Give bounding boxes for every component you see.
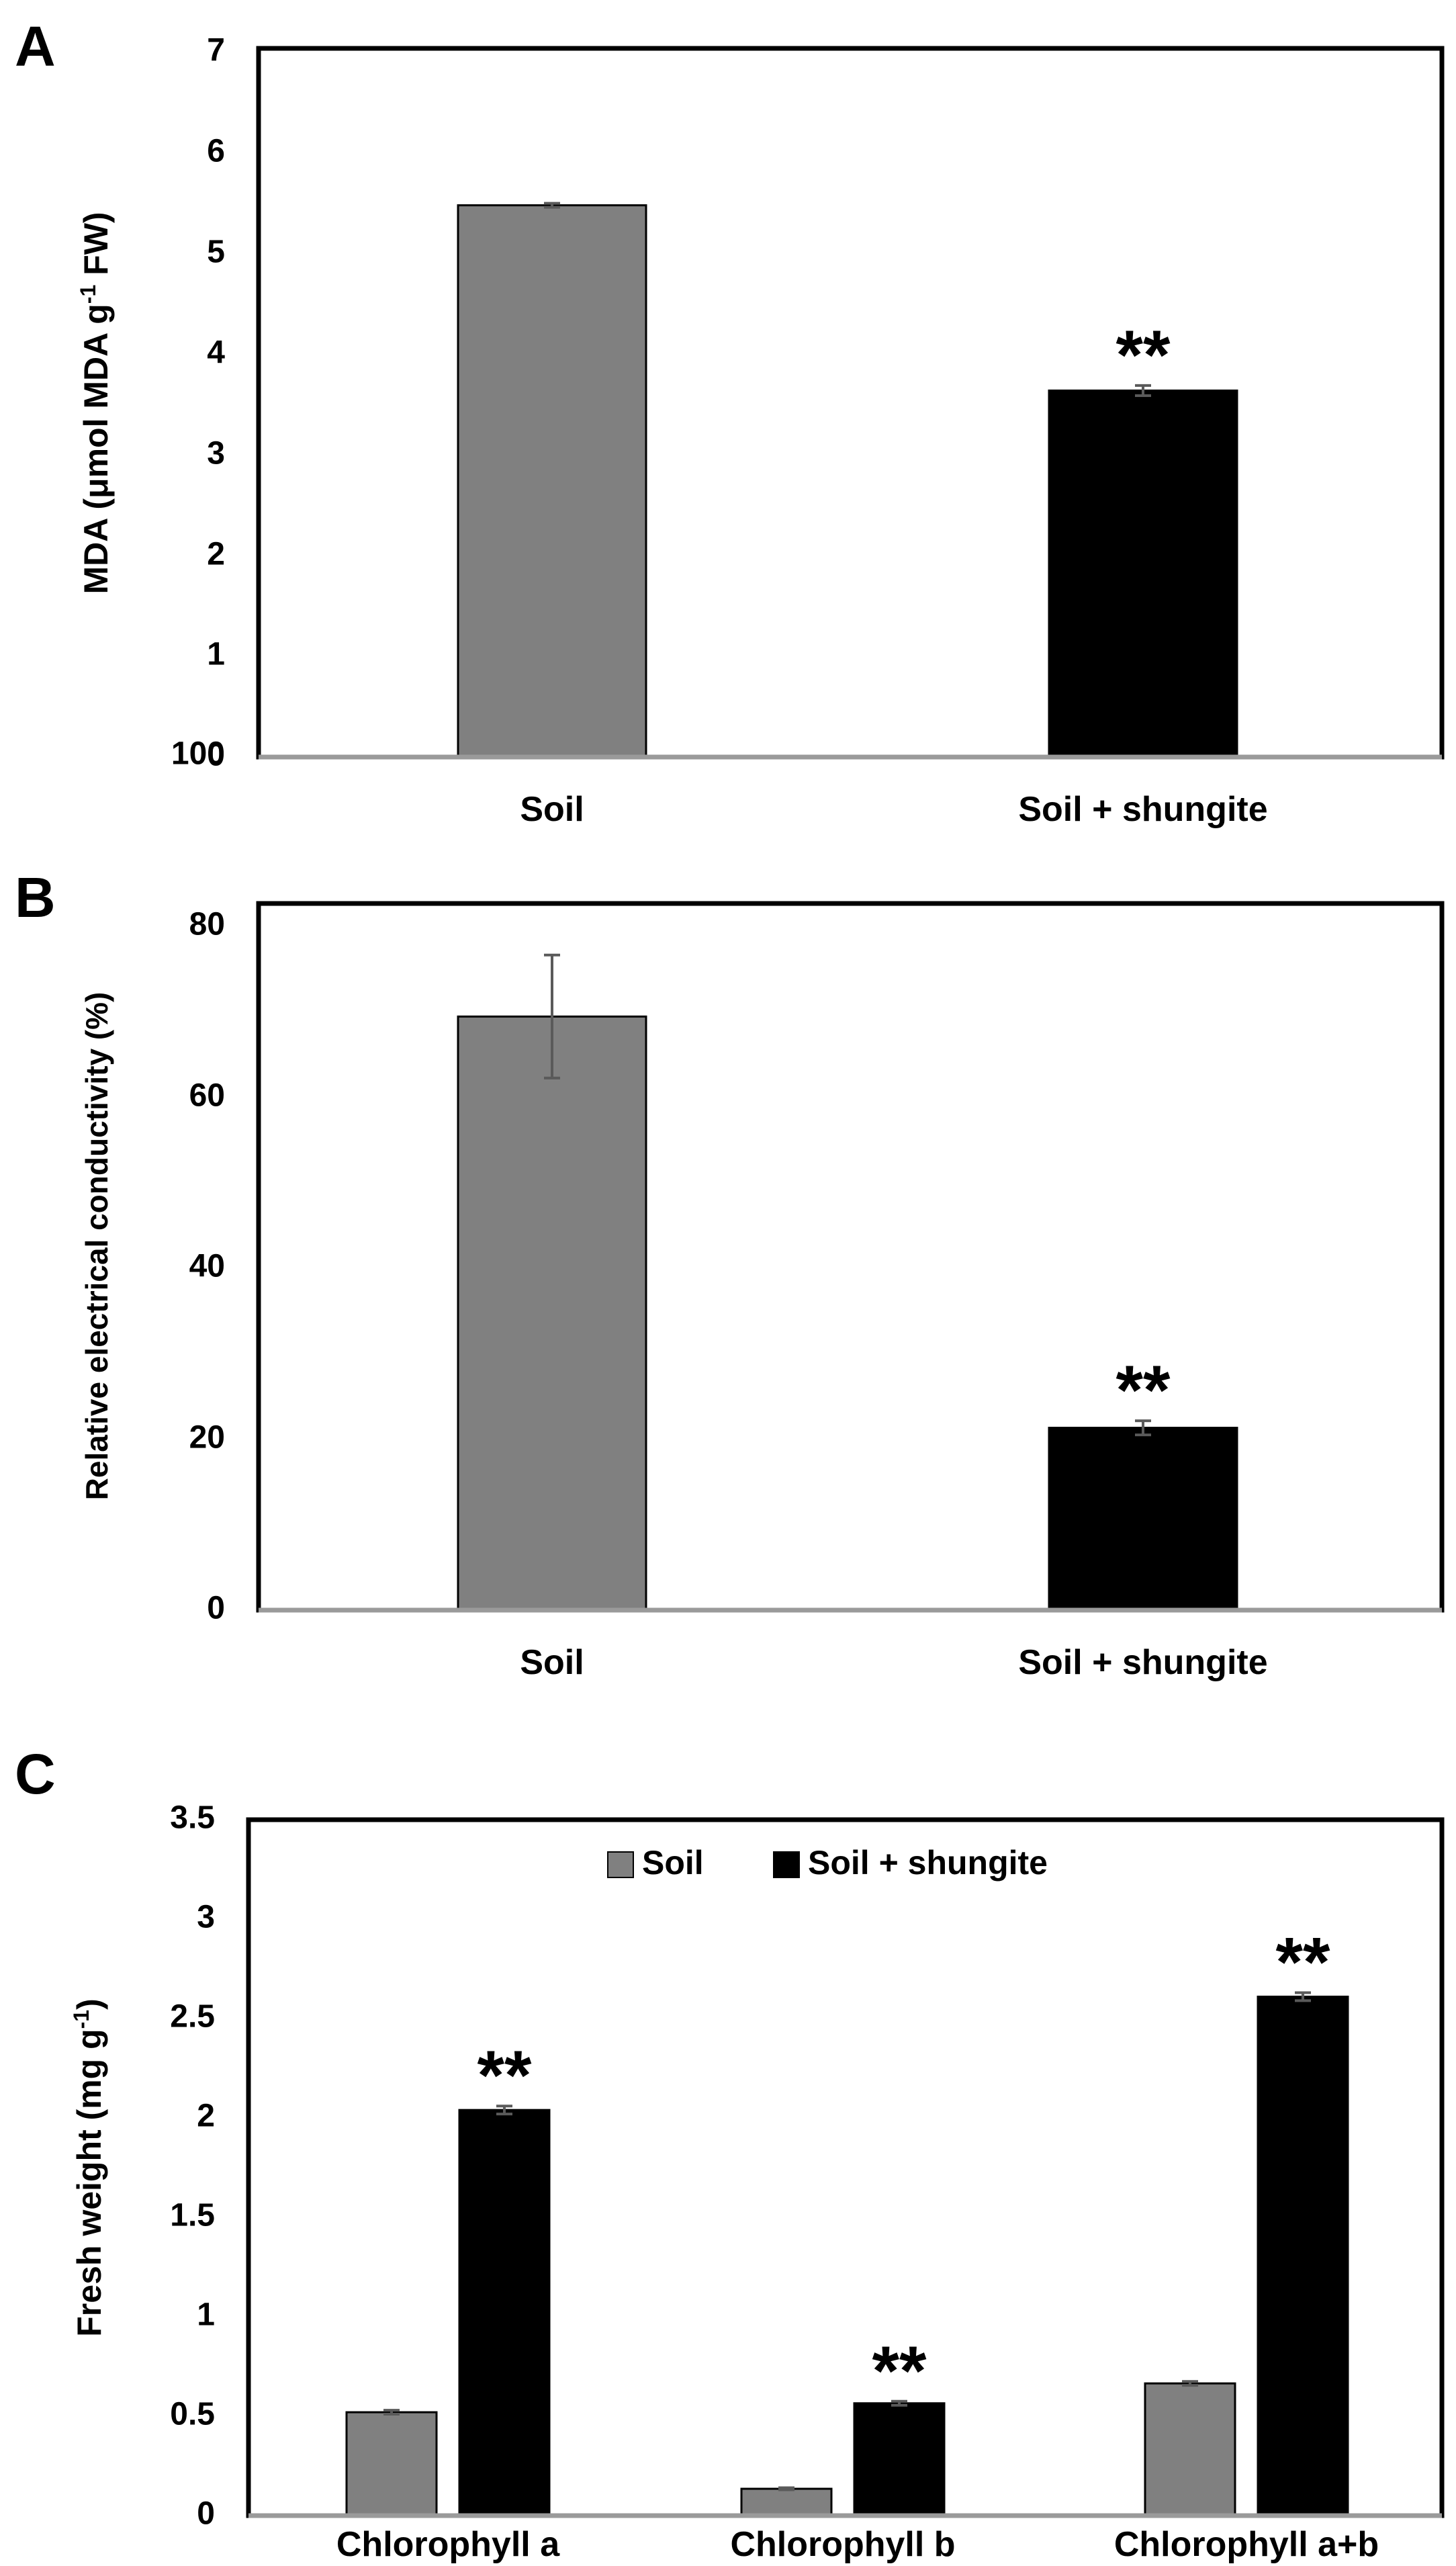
panel-a-x-tick-label-soil-shungite: Soil + shungite <box>1018 790 1267 829</box>
panel-a-bars: ** <box>457 202 1238 758</box>
panel-b-plot-frame <box>256 901 1445 1613</box>
panel-b-bars: ** <box>457 953 1238 1611</box>
panel-c-x-tick-label-chlorophyll-a: Chlorophyll a <box>336 2525 560 2564</box>
panel-b-y-tick-label: 20 <box>189 1420 225 1456</box>
panel-c-y-tick-label: 0.5 <box>170 2397 215 2432</box>
panel-a: A 0 1 2 3 4 5 6 7 MDA (μmol MDA g-1 FW) … <box>15 15 1445 829</box>
bar-a-0 <box>457 204 647 758</box>
panel-a-y-axis-label: MDA (μmol MDA g-1 FW) <box>76 212 115 594</box>
panel-c-y-axis-label: Fresh weight (mg g-1) <box>69 1998 108 2336</box>
panel-c-legend: Soil Soil + shungite <box>607 1844 1048 1882</box>
panel-letter-b: B <box>15 866 56 929</box>
panel-a-x-tick-label-soil: Soil <box>520 790 584 829</box>
panel-a-y-tick-label: 7 <box>207 33 225 69</box>
panel-a-y-tick-label: 3 <box>207 436 225 472</box>
bar-c-s0-1 <box>740 2487 833 2517</box>
legend-swatch-soil-shungite <box>773 1851 800 1878</box>
panel-c-y-tick-label: 2 <box>197 2098 215 2134</box>
panel-c-y-tick-label: 3.5 <box>170 1800 215 1836</box>
panel-c-y-tick-label: 1.5 <box>170 2198 215 2233</box>
panel-b-y-tick-label: 80 <box>189 907 225 942</box>
panel-a-plot-frame <box>256 46 1445 760</box>
significance-marker-c-s1-0: ** <box>477 2037 532 2115</box>
panel-a-y-tick-label: 5 <box>207 234 225 270</box>
bar-c-s1-1 <box>853 2402 946 2517</box>
significance-marker-c-s1-1: ** <box>872 2332 927 2410</box>
panel-c-y-tick-label: 1 <box>197 2297 215 2333</box>
bar-b-1 <box>1048 1427 1238 1611</box>
panel-c-x-tick-label-chlorophyll-b: Chlorophyll b <box>730 2525 955 2564</box>
panel-c-y-tick-labels: 0 0.5 1 1.5 2 2.5 3 3.5 <box>170 1800 215 2532</box>
panel-b-y-tick-label: 40 <box>189 1249 225 1284</box>
panel-a-y-tick-label: 4 <box>207 335 225 371</box>
bar-a-1 <box>1048 389 1238 758</box>
panel-b-y-tick-labels: 0 20 40 60 80 100 <box>171 736 225 1626</box>
bar-c-s0-0 <box>345 2411 438 2517</box>
bar-b-0 <box>457 1015 647 1611</box>
panel-a-y-tick-label: 2 <box>207 537 225 572</box>
significance-marker-b-1: ** <box>1116 1352 1171 1429</box>
panel-letter-c: C <box>15 1742 56 1806</box>
panel-b-x-tick-label-soil-shungite: Soil + shungite <box>1018 1643 1267 1682</box>
panel-letter-a: A <box>15 15 56 78</box>
panel-b-y-tick-label: 60 <box>189 1078 225 1114</box>
panel-b-y-axis-label: Relative electrical conductivity (%) <box>79 992 114 1501</box>
significance-marker-c-s1-2: ** <box>1276 1924 1330 2002</box>
panel-c: C 0 0.5 1 1.5 2 2.5 3 3.5 Fresh weight (… <box>15 1742 1445 2564</box>
panel-a-y-tick-labels: 0 1 2 3 4 5 6 7 <box>207 33 225 773</box>
panel-c-bars: ** ** ** <box>345 1924 1349 2517</box>
panel-c-y-tick-label: 2.5 <box>170 1999 215 2035</box>
panel-b: B 0 20 40 60 80 100 Relative electrical … <box>15 736 1445 1682</box>
legend-swatch-soil <box>607 1851 634 1878</box>
bar-c-s1-0 <box>458 2109 551 2517</box>
panel-b-y-tick-label: 0 <box>207 1591 225 1626</box>
panel-a-y-tick-label: 1 <box>207 637 225 672</box>
significance-marker-a-1: ** <box>1116 316 1171 394</box>
panel-a-y-tick-label: 0 <box>207 738 225 773</box>
panel-a-y-tick-label: 6 <box>207 134 225 169</box>
panel-c-x-tick-label-chlorophyll-ab: Chlorophyll a+b <box>1114 2525 1379 2564</box>
bar-c-s1-2 <box>1257 1995 1349 2517</box>
legend-label-soil-shungite: Soil + shungite <box>808 1844 1048 1882</box>
panel-b-x-tick-label-soil: Soil <box>520 1643 584 1682</box>
legend-label-soil: Soil <box>642 1844 704 1882</box>
bar-c-s0-2 <box>1144 2382 1236 2517</box>
panel-b-y-tick-label: 100 <box>171 736 225 772</box>
panel-c-y-tick-label: 0 <box>197 2496 215 2532</box>
panel-c-y-tick-label: 3 <box>197 1900 215 1935</box>
